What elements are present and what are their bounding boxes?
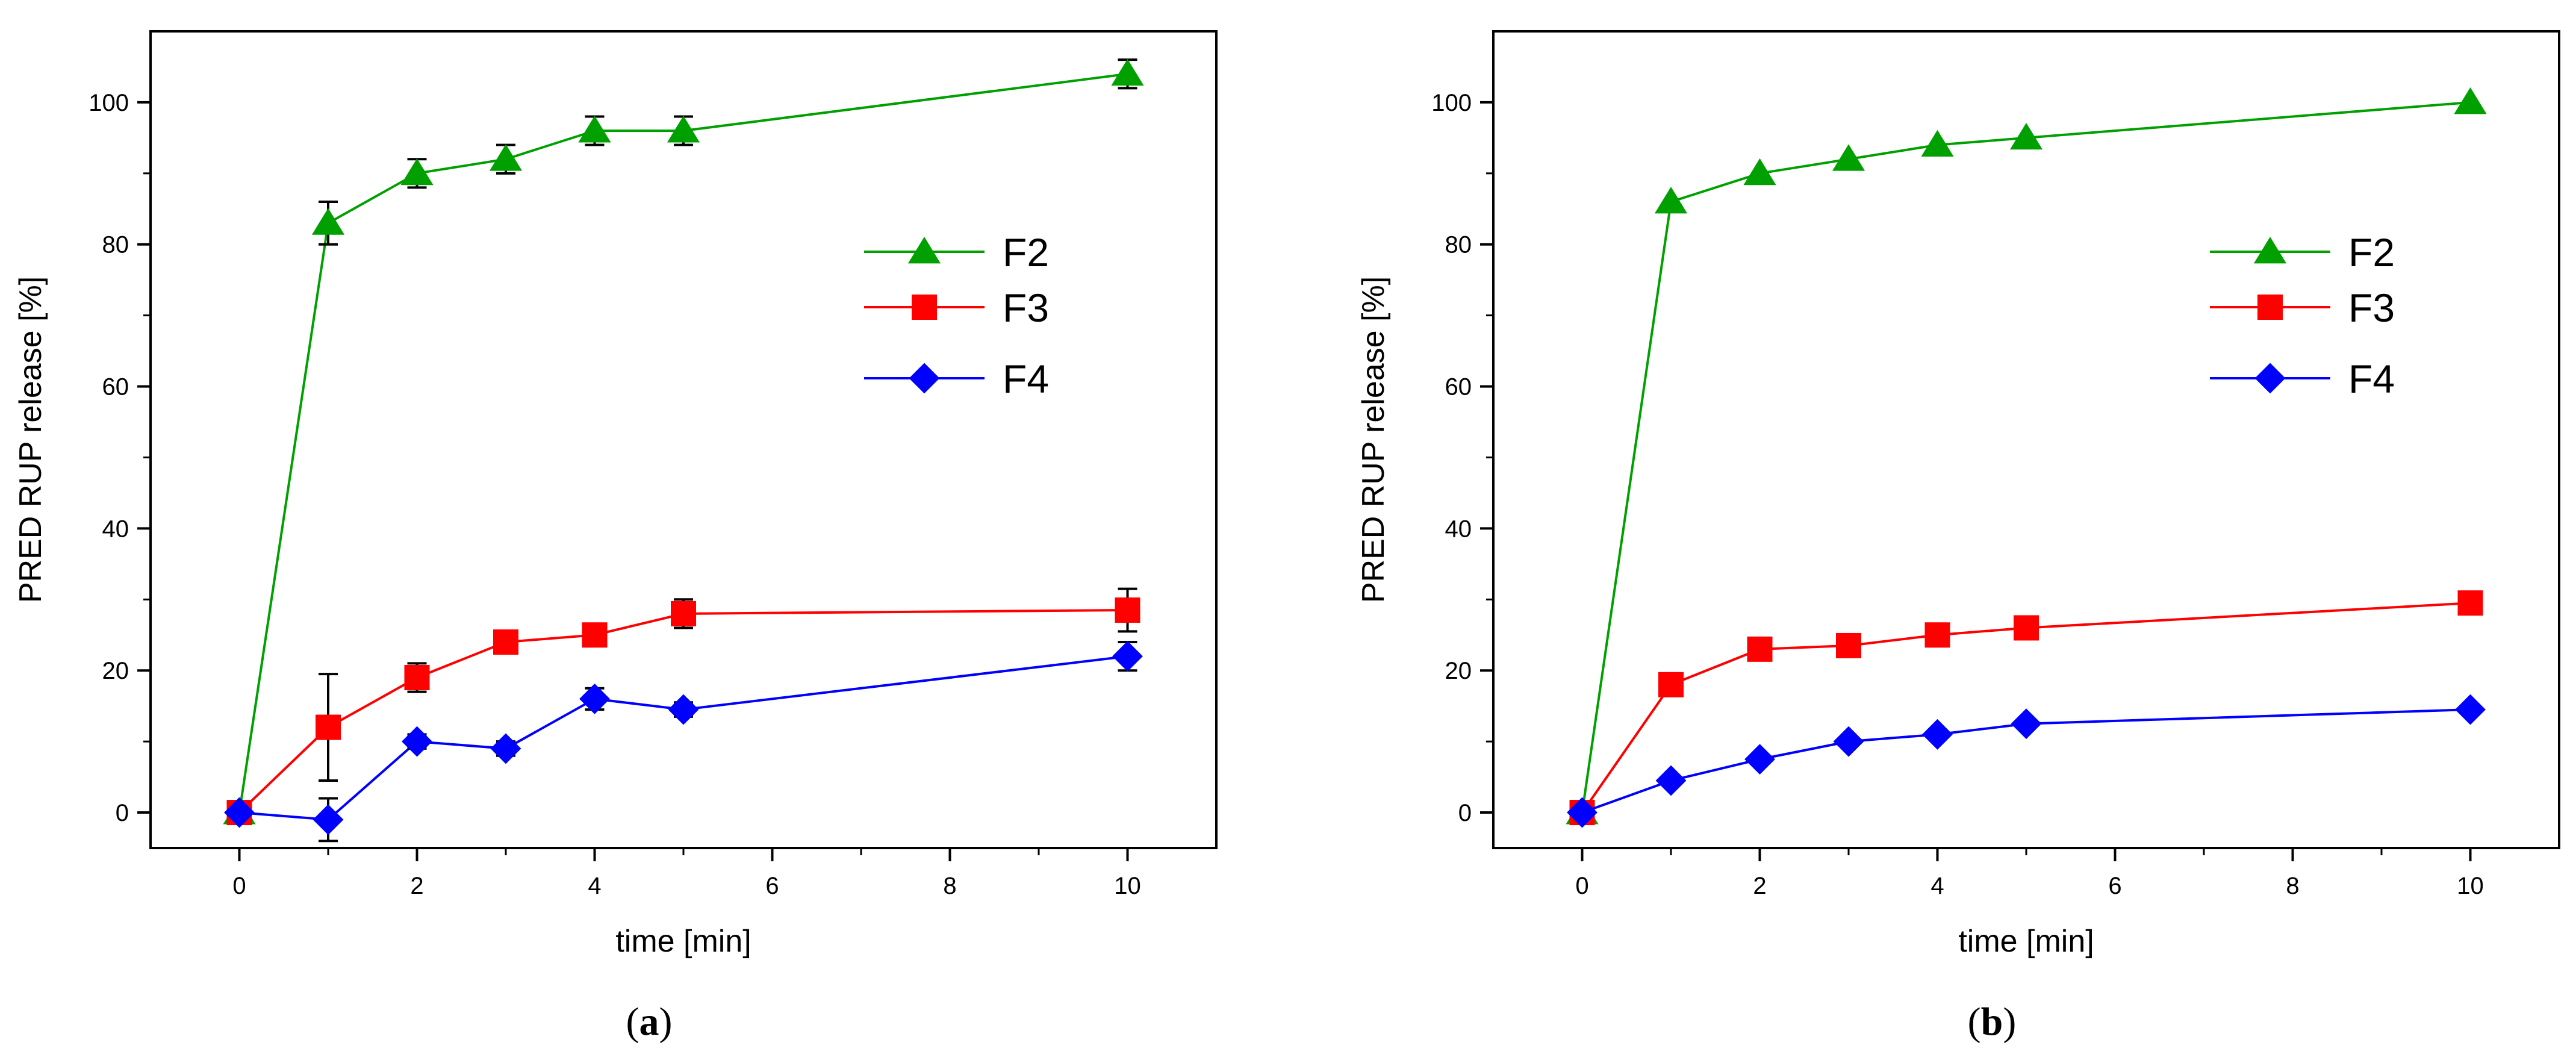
data-point-f4 [1655,765,1687,796]
data-point-f2 [311,208,345,235]
legend-marker-f2 [907,237,941,264]
data-point-f2 [400,158,434,186]
x-tick-label: 4 [588,873,601,899]
data-point-f4 [224,797,255,828]
y-tick-label: 100 [89,90,129,116]
caption-open: ( [1968,1000,1981,1044]
data-point-f2 [1654,187,1688,214]
caption-close: ) [659,1000,673,1044]
x-tick-label: 8 [943,873,956,899]
data-point-f2 [2454,87,2487,114]
y-tick-label: 80 [102,232,129,258]
x-axis-title: time [min] [1958,924,2094,959]
x-tick-label: 0 [232,873,246,899]
data-point-f4 [1744,744,1775,775]
x-tick-label: 6 [2108,873,2121,899]
legend-label-f3: F3 [2348,285,2395,330]
x-tick-label: 6 [765,873,779,899]
panel-caption: (a) [626,1000,673,1044]
legend-label-f4: F4 [1003,357,1049,401]
x-tick-label: 8 [2286,873,2299,899]
data-point-f2 [1111,58,1144,86]
caption-letter: b [1981,1000,2003,1044]
series-f4 [224,641,1143,843]
data-point-f3 [582,622,608,648]
data-point-f3 [1747,636,1773,662]
series-line-f2 [1581,101,2471,813]
series-line-f4 [239,655,1128,821]
y-tick-label: 40 [1445,516,1472,542]
legend-marker-f2 [2253,237,2287,264]
data-point-f4 [1833,726,1864,757]
x-tick-label: 10 [2457,873,2484,899]
x-tick-label: 2 [410,873,423,899]
data-point-f2 [489,144,523,171]
y-tick-label: 80 [1445,232,1472,258]
x-tick-label: 0 [1575,873,1588,899]
data-point-f2 [1743,158,1776,186]
series-f3 [226,587,1140,826]
legend-marker-f4 [909,363,940,394]
data-point-f4 [2011,708,2042,740]
x-axis-title: time [min] [615,924,751,959]
data-point-f3 [404,665,430,691]
y-tick-label: 40 [102,516,129,542]
panel-caption: (b) [1968,1000,2017,1044]
data-point-f4 [579,683,610,714]
legend-label-f2: F2 [1003,230,1049,275]
y-tick-label: 20 [1445,658,1472,684]
caption-close: ) [2003,1000,2016,1044]
data-point-f4 [2455,694,2486,725]
data-point-f3 [1924,622,1950,648]
y-tick-label: 0 [1458,800,1472,826]
data-point-f3 [671,600,696,626]
data-point-f2 [578,116,611,143]
y-axis-title: PRED RUP release [%] [1356,276,1391,603]
caption-letter: a [639,1000,659,1044]
data-point-f4 [313,804,344,835]
data-point-f4 [668,694,699,725]
data-point-f4 [1922,719,1953,750]
data-point-f3 [316,714,341,740]
y-tick-label: 60 [1445,374,1472,401]
plot-frame [149,30,1218,849]
legend-label-f2: F2 [2348,230,2395,275]
data-point-f3 [1658,672,1684,697]
data-point-f2 [1832,144,1865,171]
data-point-f4 [1567,797,1598,828]
y-tick-label: 60 [102,374,129,401]
x-tick-label: 2 [1753,873,1766,899]
data-point-f4 [402,726,432,757]
data-point-f3 [2457,590,2483,616]
data-point-f2 [2009,122,2043,150]
legend-marker-f4 [2254,363,2286,394]
data-point-f3 [1836,632,1861,658]
x-tick-label: 10 [1114,873,1141,899]
data-point-f2 [1921,129,1954,157]
x-tick-label: 4 [1930,873,1944,899]
legend-label-f3: F3 [1003,285,1049,330]
y-axis-title: PRED RUP release [%] [13,276,48,603]
y-tick-label: 20 [102,658,129,684]
data-point-f3 [1115,597,1140,623]
legend-label-f4: F4 [2348,357,2395,401]
data-point-f3 [493,629,518,655]
data-point-f4 [490,733,521,764]
data-point-f3 [2014,615,2039,641]
series-f4 [1567,694,2486,828]
data-point-f2 [667,116,700,143]
data-point-f4 [1112,641,1143,672]
legend-marker-f3 [912,295,937,320]
legend-marker-f3 [2257,295,2283,320]
y-tick-label: 0 [116,800,129,826]
y-tick-label: 100 [1431,90,1472,116]
series-f3 [1569,590,2483,826]
caption-open: ( [626,1000,639,1044]
